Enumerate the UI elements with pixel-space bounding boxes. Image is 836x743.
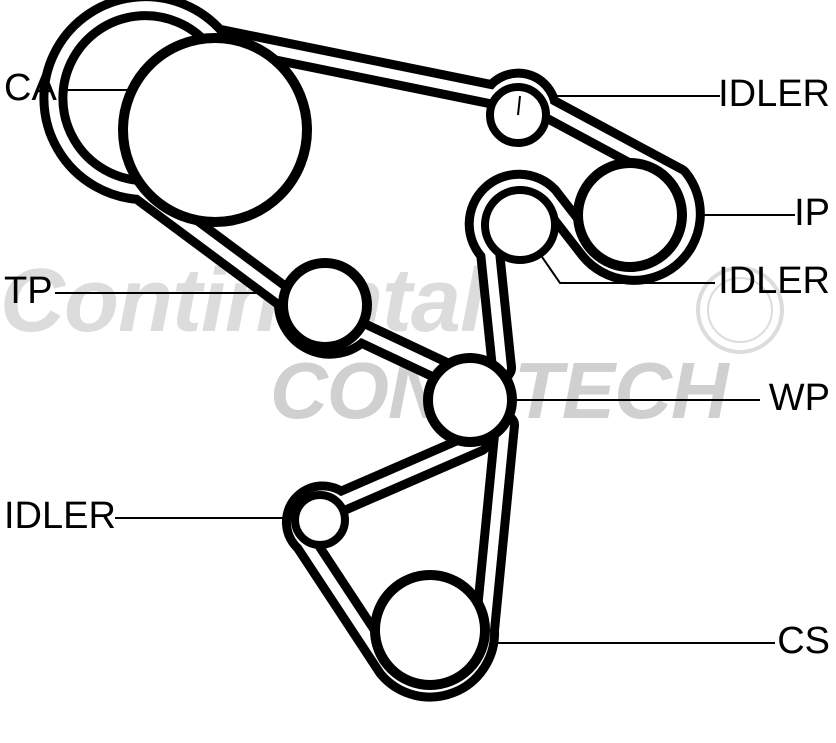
label-idler-bottom: IDLER — [4, 495, 116, 538]
label-tp: TP — [4, 270, 53, 313]
pulley-cs — [375, 575, 485, 685]
pulley-wp — [428, 358, 512, 442]
pulley-ip — [578, 163, 682, 267]
label-cs: CS — [777, 620, 830, 663]
label-idler-mid: IDLER — [718, 260, 830, 303]
pulley-idler3 — [295, 495, 345, 545]
pulley-idler2 — [485, 190, 555, 260]
label-wp: WP — [769, 377, 830, 420]
diagram-svg — [0, 0, 836, 743]
label-idler-top: IDLER — [718, 73, 830, 116]
pulley-tp — [283, 263, 367, 347]
pulley-ca — [123, 38, 307, 222]
label-ca: CA — [4, 67, 57, 110]
belt-routing-diagram: Continental CONTITECH — [0, 0, 836, 743]
label-ip: IP — [794, 192, 830, 235]
